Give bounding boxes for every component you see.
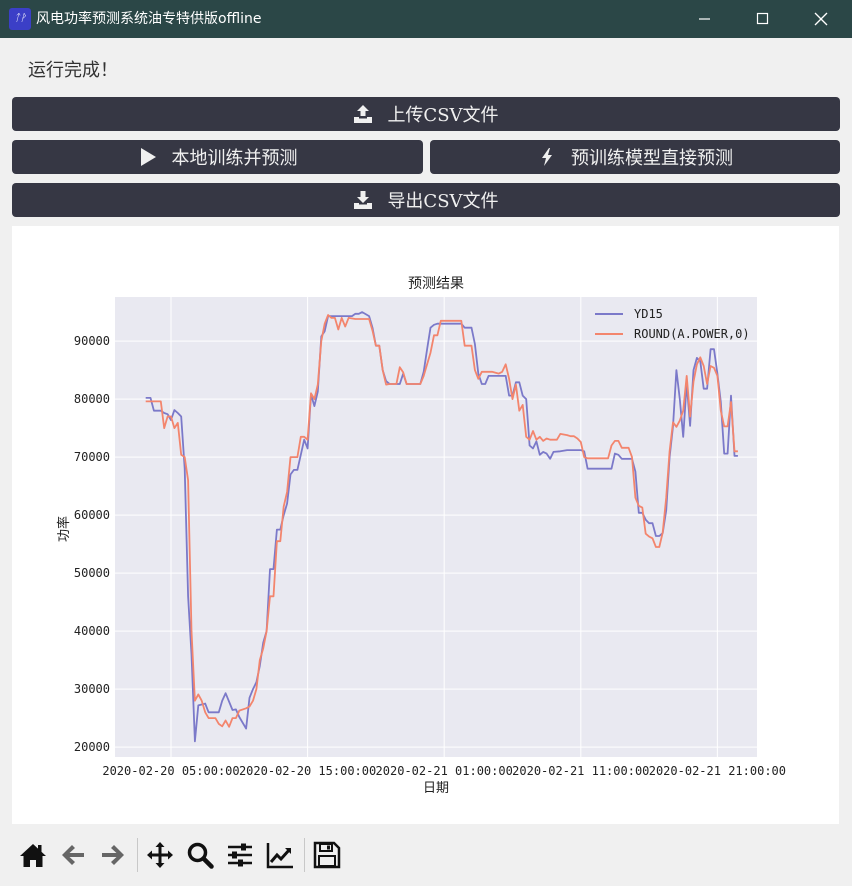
toolbar-separator (304, 838, 305, 872)
x-tick-label: 2020-02-20 05:00:00 (102, 764, 239, 778)
series-line-1 (145, 314, 738, 728)
plot-canvas[interactable]: 20000 30000 40000 50000 60000 70000 80000 90000… (12, 226, 839, 824)
local-train-predict-label: 本地训练并预测 (171, 148, 298, 169)
back-arrow-icon (62, 845, 84, 865)
y-tick-label: 80000 (74, 392, 110, 406)
legend: YD15 ROUND(A.POWER,0) (595, 307, 750, 341)
window-title: 风电功率预测系统油专特供版offline (36, 11, 262, 27)
y-tick-label: 60000 (74, 508, 110, 522)
save-figure-button[interactable] (310, 838, 344, 872)
maximize-icon (756, 12, 769, 25)
navigation-toolbar (0, 828, 852, 886)
download-icon (354, 191, 373, 209)
forward-arrow-icon (102, 845, 124, 865)
grid-lines (115, 297, 757, 757)
export-csv-label: 导出CSV文件 (387, 191, 499, 212)
y-axis-label: 功率 (56, 516, 72, 542)
edit-axis-button[interactable] (263, 838, 297, 872)
back-button[interactable] (56, 838, 90, 872)
close-icon (814, 12, 828, 26)
series-line-0 (145, 311, 738, 743)
prediction-chart: 20000 30000 40000 50000 60000 70000 80000 90000… (56, 276, 786, 796)
home-button[interactable] (16, 838, 50, 872)
y-tick-label: 70000 (74, 450, 110, 464)
pretrained-predict-button[interactable]: 预训练模型直接预测 (430, 140, 840, 174)
series-lines (145, 311, 738, 743)
x-tick-label: 2020-02-21 01:00:00 (376, 764, 513, 778)
x-tick-label: 2020-02-21 11:00:00 (512, 764, 649, 778)
upload-csv-button[interactable]: 上传CSV文件 (12, 97, 840, 131)
y-tick-label: 50000 (74, 566, 110, 580)
minimize-button[interactable] (676, 0, 734, 38)
forward-button[interactable] (96, 838, 130, 872)
y-tick-label: 20000 (74, 740, 110, 754)
local-train-predict-button[interactable]: 本地训练并预测 (12, 140, 423, 174)
legend-label-yd15: YD15 (634, 307, 663, 321)
pan-icon (147, 842, 173, 868)
lightning-icon (542, 148, 552, 166)
title-bar: ᛏᚹ 风电功率预测系统油专特供版offline (0, 0, 852, 38)
y-tick-label: 40000 (74, 624, 110, 638)
pan-button[interactable] (143, 838, 177, 872)
maximize-button[interactable] (734, 0, 792, 38)
zoom-icon (187, 842, 214, 869)
x-axis-label: 日期 (423, 781, 449, 796)
y-tick-label: 30000 (74, 682, 110, 696)
status-label: 运行完成！ (28, 60, 118, 81)
home-icon (20, 844, 46, 867)
chart-title: 预测结果 (408, 276, 464, 292)
close-button[interactable] (792, 0, 850, 38)
legend-label-round: ROUND(A.POWER,0) (634, 327, 750, 341)
x-tick-label: 2020-02-21 21:00:00 (649, 764, 786, 778)
pretrained-predict-label: 预训练模型直接预测 (571, 148, 733, 169)
edit-axis-icon (266, 843, 293, 869)
x-tick-label: 2020-02-20 15:00:00 (239, 764, 376, 778)
app-logo-icon: ᛏᚹ (9, 8, 31, 30)
configure-subplots-icon (228, 843, 252, 867)
play-icon (140, 148, 156, 166)
minimize-icon (699, 18, 710, 20)
configure-subplots-button[interactable] (223, 838, 257, 872)
y-tick-label: 90000 (74, 334, 110, 348)
upload-icon (354, 105, 373, 123)
zoom-button[interactable] (183, 838, 217, 872)
axes-background (115, 297, 757, 757)
toolbar-separator (137, 838, 138, 872)
save-icon (313, 841, 341, 869)
upload-csv-label: 上传CSV文件 (387, 105, 499, 126)
tick-labels: 20000 30000 40000 50000 60000 70000 80000 90000… (74, 334, 786, 778)
export-csv-button[interactable]: 导出CSV文件 (12, 183, 840, 217)
